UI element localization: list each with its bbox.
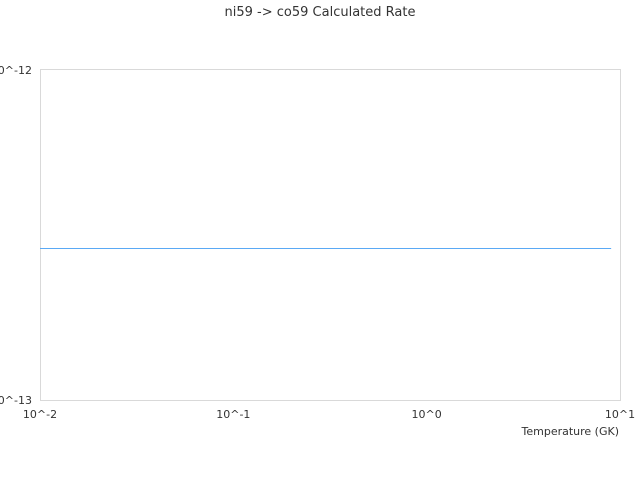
- x-tick-label: 10^1: [605, 408, 635, 421]
- chart-title: ni59 -> co59 Calculated Rate: [225, 5, 416, 20]
- x-tick-label: 10^-1: [216, 408, 250, 421]
- x-tick-label: 10^0: [412, 408, 442, 421]
- x-tick-label: 10^-2: [23, 408, 57, 421]
- plot-area: [40, 69, 621, 401]
- y-tick-label: 10^-13: [0, 394, 32, 407]
- x-axis-label: Temperature (GK): [521, 425, 620, 438]
- y-tick-label: 10^-12: [0, 64, 32, 77]
